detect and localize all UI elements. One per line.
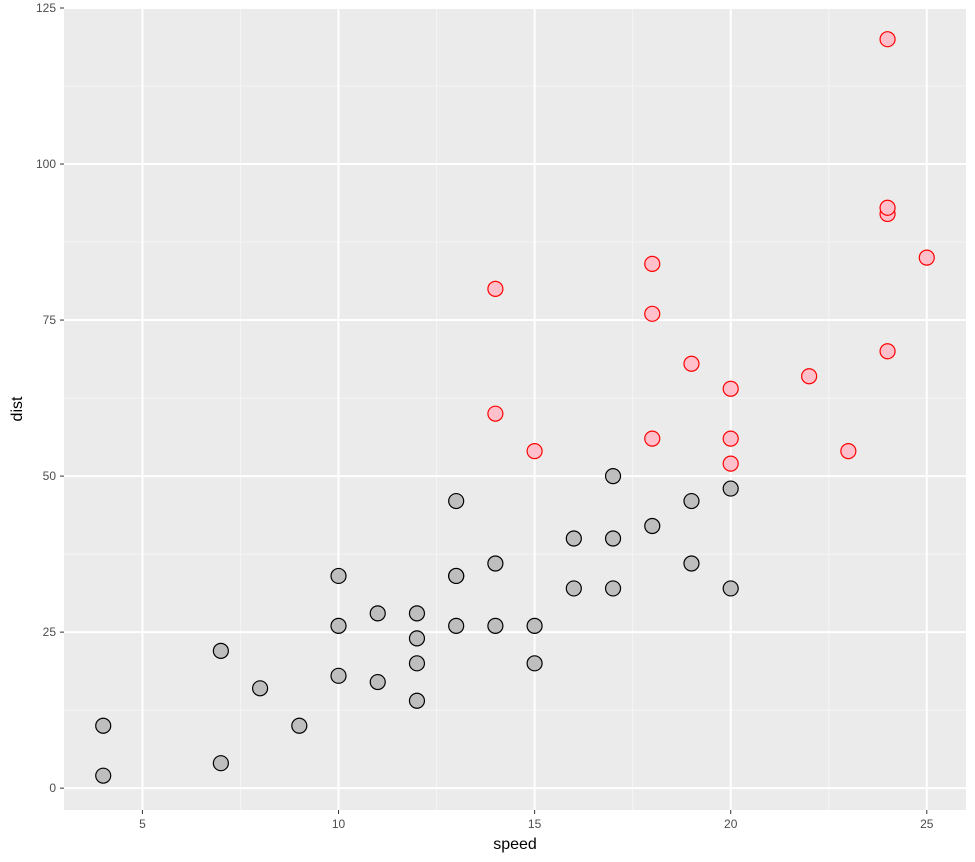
data-points xyxy=(95,31,935,784)
y-axis: 0 25 50 75 100 125 xyxy=(36,1,64,795)
data-point xyxy=(448,567,465,585)
data-point-highlighted xyxy=(487,405,504,422)
data-point-highlighted xyxy=(879,31,896,48)
data-point-highlighted xyxy=(644,305,661,322)
data-point xyxy=(369,605,386,622)
data-point xyxy=(526,655,543,672)
data-point xyxy=(722,480,739,497)
data-point xyxy=(487,555,504,572)
data-point xyxy=(408,630,426,647)
y-tick-label: 0 xyxy=(49,781,56,795)
data-point xyxy=(526,617,543,634)
x-axis: 5 10 15 20 25 xyxy=(139,810,934,831)
y-tick-label: 125 xyxy=(36,1,56,15)
data-point-highlighted xyxy=(644,255,661,272)
data-point-highlighted xyxy=(879,343,896,360)
data-point xyxy=(604,530,622,547)
grid-major xyxy=(64,7,966,810)
data-point-highlighted xyxy=(683,355,700,372)
data-point xyxy=(95,767,112,784)
data-point xyxy=(330,667,347,684)
data-point-highlighted xyxy=(879,199,896,216)
data-point xyxy=(291,717,308,734)
data-point xyxy=(604,467,622,485)
data-point xyxy=(330,567,347,585)
data-point-highlighted xyxy=(722,430,739,447)
data-point-highlighted xyxy=(722,455,739,472)
data-point-highlighted xyxy=(526,443,543,460)
x-tick-label: 20 xyxy=(724,817,738,831)
data-point xyxy=(448,492,465,510)
x-tick-label: 25 xyxy=(920,817,934,831)
data-point xyxy=(95,717,112,734)
x-axis-title: speed xyxy=(493,836,537,853)
plot-panel xyxy=(64,8,966,810)
y-tick-label: 100 xyxy=(36,157,56,171)
data-point xyxy=(369,673,386,691)
data-point xyxy=(408,655,426,672)
data-point xyxy=(448,617,465,634)
data-point-highlighted xyxy=(918,249,935,266)
data-point xyxy=(330,617,347,634)
data-point xyxy=(683,555,700,572)
x-tick-label: 10 xyxy=(332,817,346,831)
y-axis-title: dist xyxy=(9,396,26,421)
data-point xyxy=(487,617,504,634)
y-tick-label: 25 xyxy=(43,625,57,639)
data-point xyxy=(644,517,661,535)
data-point xyxy=(683,492,700,510)
data-point xyxy=(408,692,426,709)
x-tick-label: 5 xyxy=(139,817,146,831)
data-point-highlighted xyxy=(801,368,818,385)
data-point-highlighted xyxy=(722,380,739,397)
data-point xyxy=(212,755,229,772)
data-point xyxy=(251,680,269,697)
data-point-highlighted xyxy=(644,430,661,447)
data-point xyxy=(565,530,582,547)
y-tick-label: 75 xyxy=(43,313,57,327)
data-point xyxy=(408,605,426,622)
data-point xyxy=(604,580,622,597)
data-point xyxy=(565,580,582,597)
data-point xyxy=(212,642,229,659)
data-point-highlighted xyxy=(487,280,504,297)
grid-minor xyxy=(64,8,966,810)
y-tick-label: 50 xyxy=(43,469,57,483)
data-point xyxy=(722,580,739,597)
data-point-highlighted xyxy=(840,443,857,460)
x-tick-label: 15 xyxy=(528,817,542,831)
